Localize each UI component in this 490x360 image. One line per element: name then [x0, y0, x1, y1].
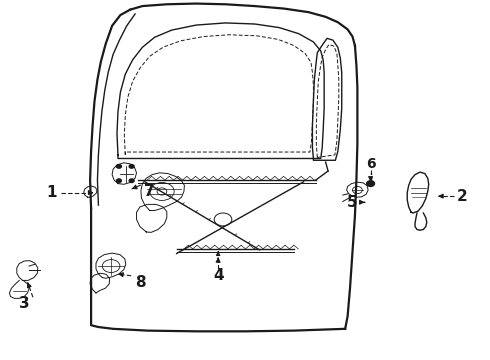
Text: 4: 4: [213, 267, 223, 283]
Text: 6: 6: [366, 157, 375, 171]
Circle shape: [117, 179, 122, 183]
Circle shape: [129, 179, 134, 183]
Text: 8: 8: [135, 275, 145, 290]
Text: 1: 1: [47, 185, 57, 200]
Circle shape: [129, 165, 134, 168]
Text: 3: 3: [19, 296, 29, 311]
Text: 7: 7: [145, 184, 155, 199]
Text: 5: 5: [347, 195, 358, 210]
Circle shape: [367, 181, 374, 186]
Circle shape: [117, 165, 122, 168]
Text: 2: 2: [457, 189, 468, 204]
